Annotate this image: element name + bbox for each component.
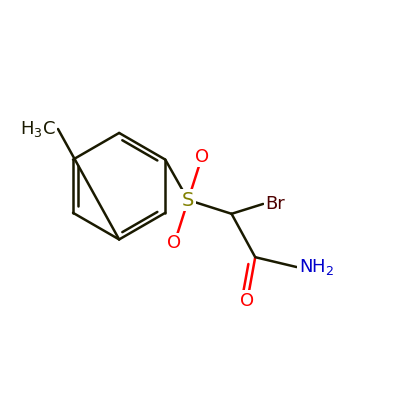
- Text: H$_3$C: H$_3$C: [20, 119, 56, 139]
- Text: O: O: [195, 148, 209, 166]
- Text: Br: Br: [265, 195, 285, 213]
- Text: O: O: [167, 234, 182, 252]
- Text: NH$_2$: NH$_2$: [299, 257, 334, 277]
- Text: O: O: [240, 292, 254, 310]
- Text: S: S: [182, 190, 194, 210]
